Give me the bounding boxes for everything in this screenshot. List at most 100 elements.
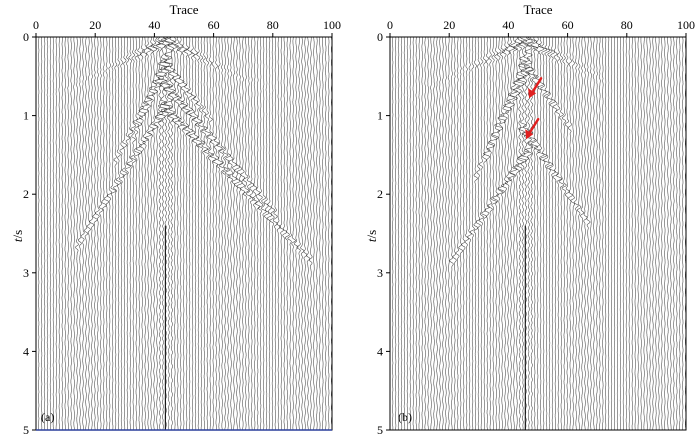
panel-a-trace-29: [119, 37, 125, 430]
panel-a-trace-7: [55, 37, 58, 430]
panel-b-trace-26: [464, 37, 469, 430]
panel-b-trace-37: [494, 37, 503, 430]
panel-a-trace-62: [215, 37, 224, 430]
panel-b-trace-68: [589, 37, 592, 430]
panel-b-xtick-label-0: 0: [387, 18, 393, 32]
panel-a-xtick-label-80: 80: [267, 18, 279, 32]
panel-a-trace-82: [276, 37, 282, 430]
panel-b-label: (b): [398, 410, 412, 424]
panel-b-ytick-label-1: 1: [377, 109, 383, 123]
panel-b-trace-83: [634, 37, 636, 430]
panel-a-trace-87: [291, 37, 296, 430]
panel-b-trace-69: [592, 37, 595, 430]
panel-b-trace-29: [473, 37, 479, 430]
panel-a-ytick-label-2: 2: [23, 187, 29, 201]
panel-b-trace-6: [406, 37, 409, 430]
panel-a-trace-64: [222, 37, 229, 430]
panel-b-frame: [389, 36, 687, 431]
panel-a-trace-10: [64, 37, 66, 430]
panel-b-trace-35: [488, 37, 498, 430]
panel-a-trace-71: [242, 37, 249, 430]
panel-b-xlabel: Trace: [523, 2, 552, 17]
panel-a-trace-93: [309, 37, 313, 430]
panel-a-trace-45: [163, 37, 173, 430]
panel-b-trace-1: [391, 37, 394, 430]
panel-a-trace-59: [206, 37, 215, 430]
panel-a-trace-21: [94, 37, 100, 430]
panel-a-ytick-label-1: 1: [23, 109, 29, 123]
panel-a-trace-34: [132, 37, 140, 430]
panel-b-trace-19: [445, 37, 447, 430]
panel-a-trace-40: [149, 37, 158, 430]
panel-a-trace-54: [191, 37, 200, 430]
panel-b-trace-53: [543, 37, 551, 430]
panel-a-trace-46: [167, 37, 176, 430]
panel-b-trace-28: [469, 37, 475, 430]
panel-b-xticks: 0 20 40 60 80 100: [387, 18, 695, 37]
panel-b-trace-51: [537, 37, 545, 430]
panel-a-trace-80: [269, 37, 276, 430]
panel-a-ylabel-italic: t: [10, 238, 25, 242]
panel-a-xtick-label-100: 100: [323, 18, 341, 32]
panel-a-trace-30: [121, 37, 128, 430]
panel-a-trace-66: [227, 37, 234, 430]
panel-b-ylabel-italic: t: [364, 238, 379, 242]
panel-b-yticks: 0 1 2 3 4 5: [377, 30, 390, 437]
panel-a-trace-52: [185, 37, 194, 430]
panel-b-trace-49: [530, 37, 539, 430]
panel-a-trace-77: [260, 37, 267, 430]
panel-a-xtick-label-60: 60: [208, 18, 220, 32]
panel-a-trace-51: [182, 37, 191, 430]
panel-b-trace-2: [394, 37, 397, 430]
panel-b-trace-16: [436, 37, 438, 430]
panel-a-trace-9: [61, 37, 63, 430]
panel-b-trace-66: [583, 37, 588, 430]
panel-a-trace-37: [140, 37, 150, 430]
panel-b-trace-27: [467, 37, 472, 430]
panel-a-trace-81: [272, 37, 278, 430]
panel-a-trace-42: [155, 37, 164, 430]
panel-b-trace-38: [497, 37, 506, 430]
panel-a-trace-83: [278, 37, 284, 430]
panel-b-trace-34: [486, 37, 495, 430]
panel-b-trace-90: [655, 37, 657, 430]
panel-a-ytick-label-0: 0: [23, 30, 29, 44]
panel-a-traces: [37, 37, 332, 430]
panel-a-trace-88: [293, 37, 299, 430]
panel-a-trace-55: [194, 37, 203, 430]
panel-b-trace-88: [649, 37, 651, 430]
panel-a-trace-56: [197, 37, 205, 430]
panel-a-trace-48: [173, 37, 182, 430]
panel-a-trace-38: [143, 37, 152, 430]
panel-a-ylabel: t/s: [10, 230, 25, 242]
panel-b-trace-87: [646, 37, 648, 430]
panel-a-trace-23: [101, 37, 107, 430]
panel-b-trace-21: [449, 37, 454, 430]
panel-b-trace-85: [640, 37, 642, 430]
panel-b-trace-57: [555, 37, 563, 430]
panel-b-trace-82: [631, 37, 633, 430]
panel-b-trace-93: [664, 37, 666, 430]
panel-a-xtick-label-0: 0: [33, 18, 39, 32]
panel-b-trace-25: [461, 37, 466, 430]
panel-a-trace-79: [266, 37, 273, 430]
panel-a-xlabel: Trace: [169, 2, 198, 17]
panel-b-trace-11: [421, 37, 423, 430]
panel-a: Trace t/s 0 20 40 60 80 100 0 1 2 3 4 5 (a): [10, 2, 341, 437]
panel-b-trace-5: [403, 37, 406, 430]
panel-a-trace-70: [239, 37, 246, 430]
panel-b-trace-45: [517, 37, 527, 430]
panel-b-trace-20: [447, 37, 450, 430]
panel-a-ylabel-unit: /s: [10, 230, 25, 239]
panel-b-trace-4: [400, 37, 403, 430]
panel-b-trace-86: [643, 37, 645, 430]
panel-a-trace-67: [231, 37, 238, 430]
panel-a-trace-14: [75, 37, 79, 430]
panel-b-trace-73: [605, 37, 607, 430]
panel-b-trace-36: [491, 37, 500, 430]
panel-b-trace-22: [452, 37, 457, 430]
panel-a-trace-19: [89, 37, 95, 430]
panel-b-trace-42: [509, 37, 518, 430]
panel-a-trace-5: [49, 37, 52, 430]
panel-a-trace-73: [249, 37, 256, 430]
